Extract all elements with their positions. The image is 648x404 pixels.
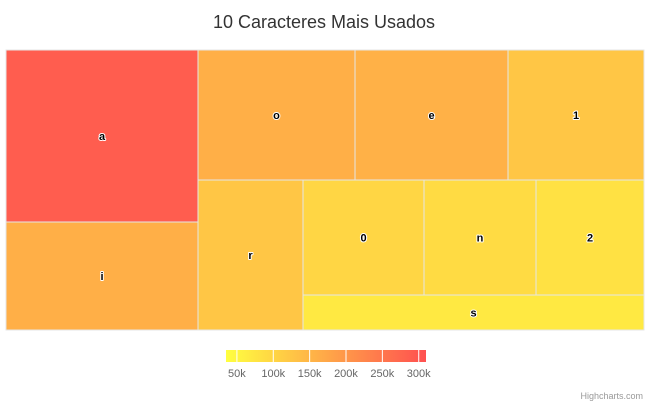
color-axis-tick-label: 200k [334,368,358,380]
treemap-cell-r[interactable]: r [197,179,304,331]
color-axis-gradient-bar [226,350,426,362]
treemap-rect-s[interactable] [302,294,645,331]
color-axis-tick-label: 100k [261,368,285,380]
color-axis-tick-label: 50k [228,368,246,380]
treemap-label-0: 0 [360,233,366,245]
color-axis-tick-label: 150k [298,368,322,380]
color-axis-tick-label: 250k [370,368,394,380]
color-axis-legend: 50k 100k 150k 200k 250k 300k [226,350,431,380]
treemap-label-o: o [273,110,280,122]
treemap-rect-1[interactable] [507,49,645,181]
treemap-rect-n[interactable] [423,179,537,296]
color-axis-tick-label: 300k [407,368,431,380]
treemap-cell-o[interactable]: o [197,49,356,181]
treemap-cell-e[interactable]: e [354,49,509,181]
treemap-rect-o[interactable] [197,49,356,181]
treemap-rect-r[interactable] [197,179,304,331]
treemap-cell-n[interactable]: n [423,179,537,296]
treemap-cell-2[interactable]: 2 [535,179,645,296]
plot-area: a o e i r 1 0 n 2 s [5,49,645,331]
color-axis-ticks: 50k 100k 150k 200k 250k 300k [228,350,431,380]
chart-title: 10 Caracteres Mais Usados [213,12,435,32]
treemap-label-2: 2 [587,233,593,245]
treemap-label-s: s [470,308,476,320]
credits-link[interactable]: Highcharts.com [580,391,643,401]
treemap-rect-i[interactable] [5,221,199,331]
treemap-cell-i[interactable]: i [5,221,199,331]
treemap-rect-a[interactable] [5,49,199,223]
treemap-label-r: r [248,250,253,262]
treemap-label-e: e [428,110,434,122]
treemap-label-1: 1 [573,110,579,122]
treemap-label-n: n [477,233,484,245]
treemap-cell-s[interactable]: s [302,294,645,331]
treemap-cell-0[interactable]: 0 [302,179,425,296]
treemap-cell-1[interactable]: 1 [507,49,645,181]
treemap-label-i: i [100,271,103,283]
treemap-cell-a[interactable]: a [5,49,199,223]
treemap-rect-e[interactable] [354,49,509,181]
treemap-label-a: a [99,131,106,143]
